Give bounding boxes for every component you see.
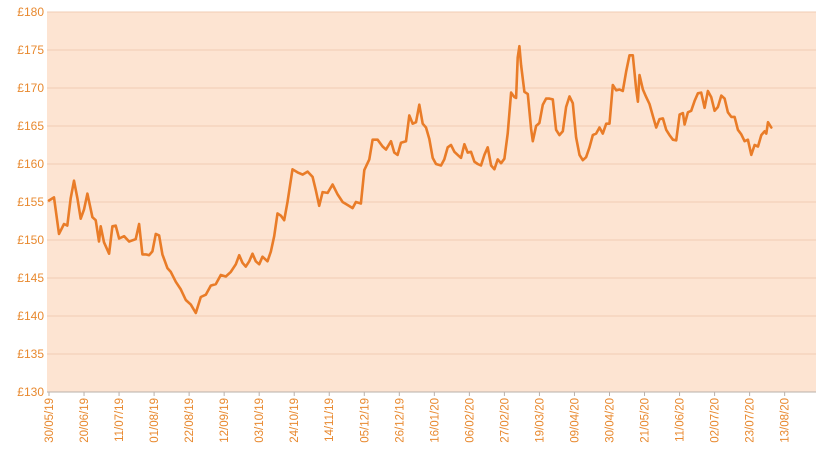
x-tick-label: 19/03/20	[534, 398, 546, 443]
x-axis-ticks: 30/05/19 20/06/19 11/07/19 01/08/19 22/08/19…	[44, 392, 792, 443]
x-tick-label: 11/07/19	[114, 398, 126, 442]
x-tick-label: 24/10/19	[289, 398, 301, 443]
x-tick-label: 21/05/20	[640, 398, 652, 443]
x-tick-label: 26/12/19	[394, 398, 406, 443]
y-tick-label: £140	[17, 309, 44, 323]
x-tick-label: 12/09/19	[219, 398, 231, 443]
y-tick-label: £150	[17, 233, 44, 247]
x-tick-label: 11/06/20	[675, 398, 687, 442]
x-tick-label: 01/08/19	[149, 398, 161, 443]
y-tick-label: £145	[17, 271, 44, 285]
x-tick-label: 05/12/19	[359, 398, 371, 443]
x-tick-label: 13/08/20	[780, 398, 792, 443]
x-tick-label: 23/07/20	[745, 398, 757, 443]
x-tick-label: 06/02/20	[464, 398, 476, 443]
y-tick-label: £180	[17, 5, 44, 19]
x-tick-label: 09/04/20	[569, 398, 581, 443]
series-group	[47, 44, 773, 315]
y-tick-label: £175	[17, 43, 44, 57]
x-tick-label: 27/02/20	[499, 398, 511, 443]
y-tick-label: £165	[17, 119, 44, 133]
x-tick-label: 20/06/19	[79, 398, 91, 443]
y-tick-label: £130	[17, 385, 44, 399]
x-tick-label: 22/08/19	[184, 398, 196, 443]
x-tick-label: 03/10/19	[254, 398, 266, 443]
y-tick-label: £135	[17, 347, 44, 361]
y-axis-ticks: £130 £135 £140 £145 £150 £155 £160 £165 £170 £175…	[17, 5, 44, 399]
y-tick-label: £160	[17, 157, 44, 171]
x-tick-label: 30/05/19	[44, 398, 56, 443]
x-tick-label: 16/01/20	[429, 398, 441, 443]
x-tick-label: 30/04/20	[604, 398, 616, 443]
series-line	[47, 44, 773, 315]
x-tick-label: 02/07/20	[710, 398, 722, 443]
x-tick-label: 14/11/19	[324, 398, 336, 442]
y-tick-label: £170	[17, 81, 44, 95]
y-tick-label: £155	[17, 195, 44, 209]
